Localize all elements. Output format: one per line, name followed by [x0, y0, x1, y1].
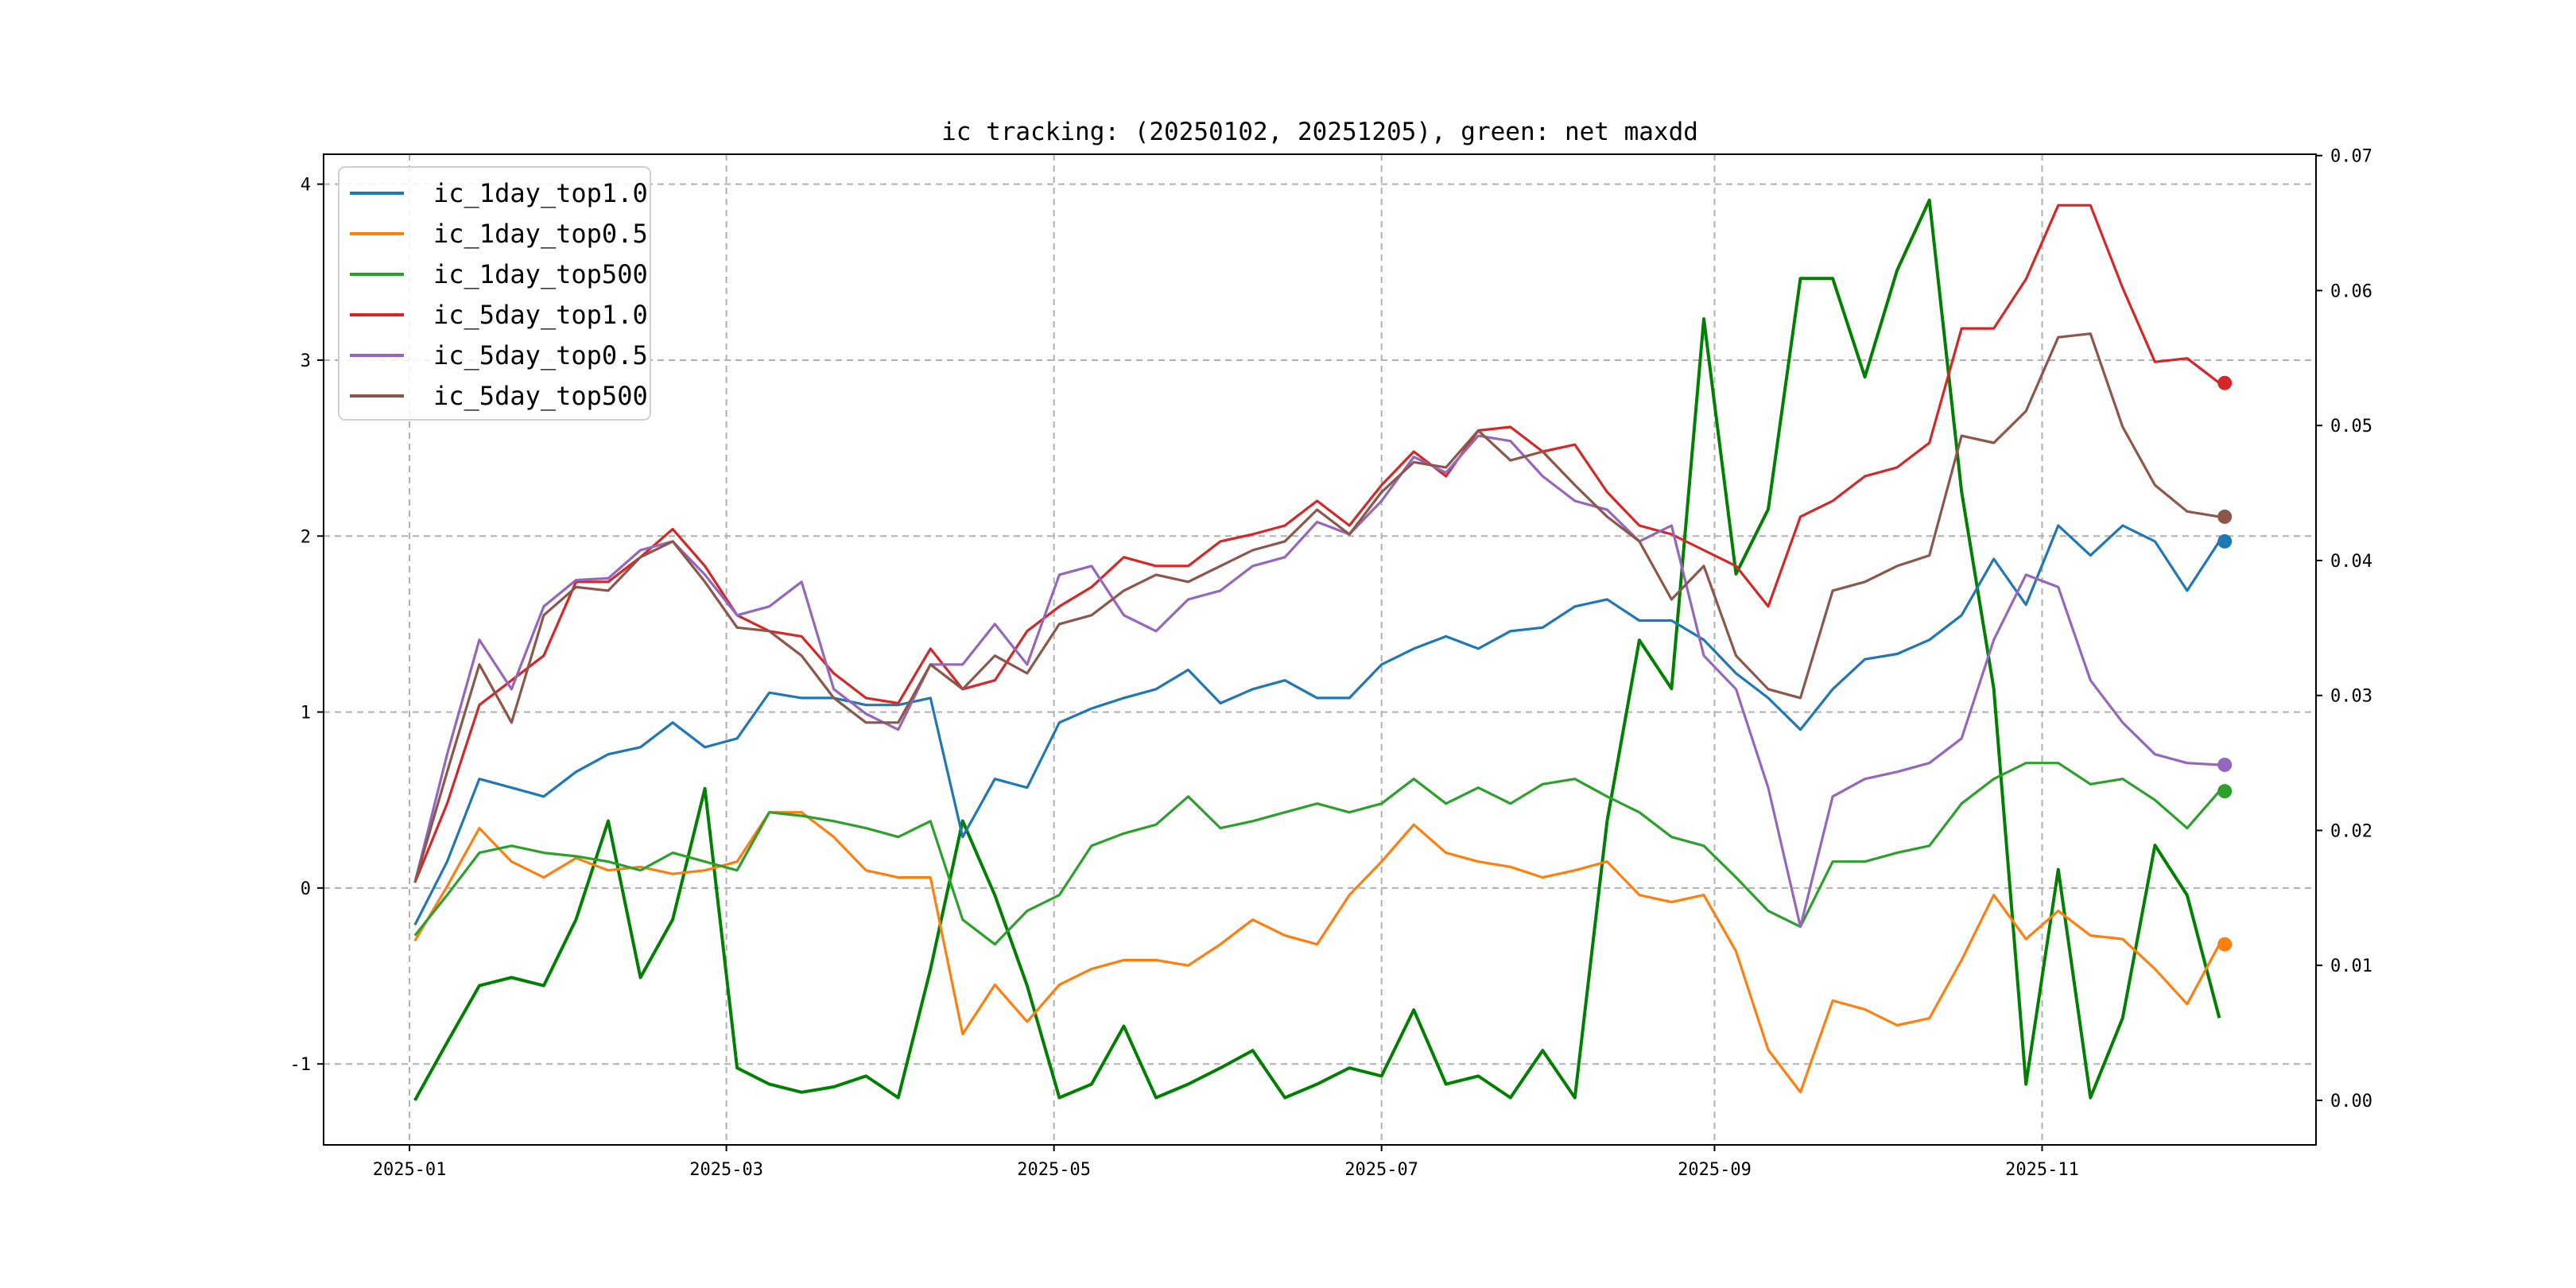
y-axis-right: 0.00 0.01 0.02 0.03 0.04 0.05 0.06 0.07: [2316, 147, 2372, 1111]
x-tick-label: 2025-11: [2005, 1160, 2079, 1180]
y-tick-label: 0: [301, 879, 311, 899]
legend-label: ic_5day_top0.5: [433, 340, 648, 370]
x-axis: 2025-01 2025-03 2025-05 2025-07 2025-09 2025-…: [373, 1145, 2079, 1180]
chart-title: ic tracking: (20250102, 20251205), green…: [941, 118, 1698, 146]
y-right-tick-label: 0.01: [2330, 956, 2372, 976]
legend-box: [338, 166, 651, 421]
legend-label: ic_5day_top500: [433, 381, 648, 411]
y-right-tick-label: 0.03: [2330, 687, 2372, 707]
series-line-ic-1day-top0-5: [413, 811, 2221, 1094]
legend-label: ic_1day_top0.5: [433, 219, 648, 249]
y-tick-label: 1: [301, 704, 311, 724]
end-marker-ic-1day-top0-5: [2217, 937, 2233, 952]
y-right-tick-label: 0.00: [2330, 1092, 2372, 1111]
legend-label: ic_1day_top500: [433, 259, 648, 289]
end-marker-ic-1day-top500: [2217, 784, 2233, 799]
series-lines: [413, 198, 2233, 1101]
x-tick-label: 2025-01: [373, 1160, 447, 1180]
y-axis-left: -1 0 1 2 3 4: [290, 176, 324, 1075]
y-tick-label: 4: [301, 176, 311, 196]
y-tick-label: 3: [301, 351, 311, 371]
series-line-ic-5day-top500: [413, 332, 2220, 883]
series-line-ic-1day-top500: [413, 762, 2221, 946]
series-line-net-maxdd: [413, 198, 2221, 1101]
legend: ic_1day_top1.0 ic_1day_top0.5 ic_1day_top5…: [338, 166, 651, 421]
legend-label: ic_5day_top1.0: [433, 300, 648, 330]
x-tick-label: 2025-09: [1678, 1160, 1752, 1180]
end-marker-ic-1day-top1-0: [2217, 533, 2233, 549]
legend-label: ic_1day_top1.0: [433, 178, 648, 208]
plot-frame: [323, 153, 2317, 1146]
x-tick-label: 2025-03: [689, 1160, 763, 1180]
y-right-tick-label: 0.02: [2330, 821, 2372, 841]
end-marker-ic-5day-top500: [2217, 509, 2233, 524]
end-marker-ic-5day-top0-5: [2217, 757, 2233, 772]
series-line-ic-5day-top1-0: [413, 204, 2221, 883]
y-right-tick-label: 0.04: [2330, 552, 2372, 572]
y-tick-label: 2: [301, 527, 311, 547]
y-tick-label: -1: [290, 1055, 312, 1075]
x-tick-label: 2025-05: [1017, 1160, 1091, 1180]
end-marker-ic-5day-top1-0: [2217, 375, 2233, 390]
y-right-tick-label: 0.06: [2330, 281, 2372, 301]
series-line-ic-1day-top1-0: [413, 524, 2221, 926]
x-tick-label: 2025-07: [1344, 1160, 1418, 1180]
y-right-tick-label: 0.05: [2330, 417, 2372, 436]
y-right-tick-label: 0.07: [2330, 147, 2372, 167]
series-line-ic-5day-top0-5: [413, 434, 2220, 929]
